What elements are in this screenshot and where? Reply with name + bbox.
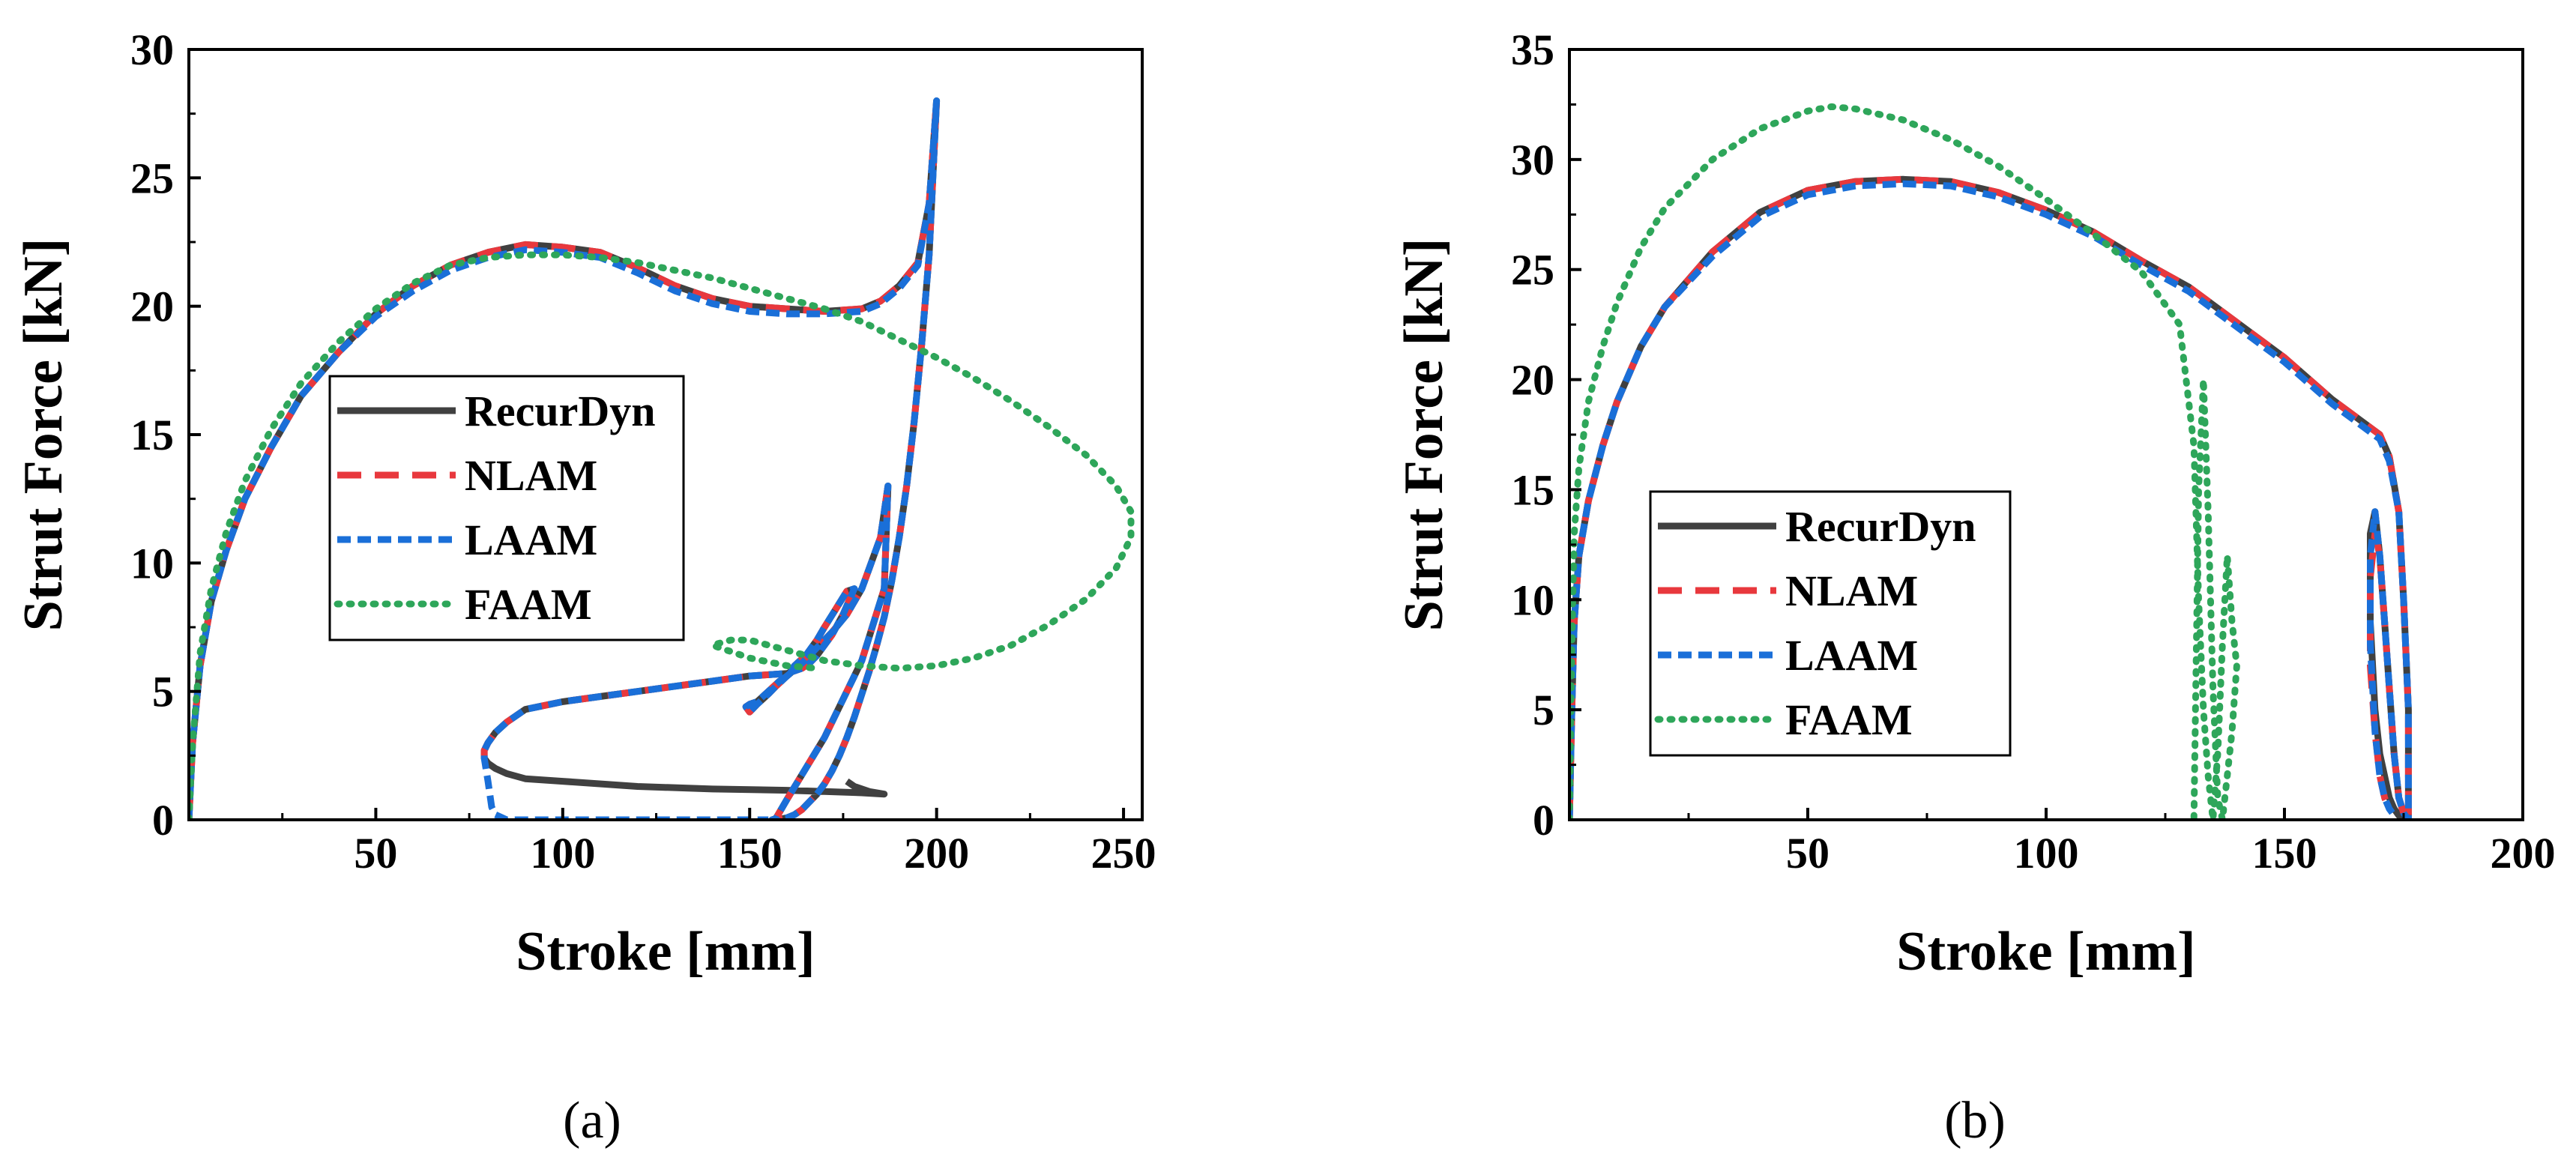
y-tick-label: 0 [1533, 796, 1554, 845]
panel-label: (b) [1944, 1092, 2006, 1150]
chart-panel-b: 50 100 150 200 0 5 10 15 20 25 30 35 Stroke [mm] Stru… [1393, 25, 2556, 1150]
y-tick-label: 15 [130, 411, 174, 459]
y-tick-label: 0 [152, 796, 174, 845]
y-tick-label: 20 [1511, 356, 1554, 405]
y-tick-label: 30 [1511, 136, 1554, 184]
x-axis-title: Stroke [mm] [1896, 921, 2195, 982]
y-tick-label: 10 [1511, 576, 1554, 624]
y-tick-label: 10 [130, 539, 174, 587]
y-tick-label: 30 [130, 25, 174, 74]
x-tick-label: 50 [1786, 829, 1830, 878]
x-axis-title: Stroke [mm] [516, 921, 815, 982]
series-group [1569, 103, 2412, 820]
legend-label-recurdyn: RecurDyn [1785, 502, 1976, 551]
series-line-faam [1569, 103, 2240, 820]
chart-panel-a: 50 100 150 200 250 0 5 10 15 20 25 30 Stroke [mm] Str… [13, 25, 1156, 1150]
x-tick-label: 100 [2014, 829, 2079, 878]
panel-label: (a) [563, 1092, 621, 1150]
legend-label-nlam: NLAM [1785, 567, 1918, 615]
y-tick-label: 5 [152, 668, 174, 716]
series-group [189, 97, 1135, 820]
y-axis-title: Strut Force [kN] [1393, 238, 1455, 632]
y-tick-label: 5 [1533, 686, 1554, 734]
y-tick-label: 25 [130, 154, 174, 202]
legend: RecurDyn NLAM LAAM FAAM [1649, 490, 2012, 757]
series-line-nlam [189, 97, 941, 820]
x-tick-label: 50 [354, 829, 397, 878]
x-tick-label: 200 [2491, 829, 2556, 878]
series-line-faam [189, 251, 1135, 820]
x-tick-label: 200 [904, 829, 969, 878]
x-tick-label: 250 [1091, 829, 1156, 878]
x-tick-label: 150 [717, 829, 782, 878]
y-tick-label: 15 [1511, 465, 1554, 514]
x-tick-label: 100 [530, 829, 595, 878]
legend-label-faam: FAAM [1785, 695, 1913, 744]
legend-box [328, 375, 685, 641]
y-tick-label: 20 [130, 283, 174, 331]
legend-label-laam: LAAM [1785, 631, 1918, 680]
y-tick-label: 35 [1511, 25, 1554, 74]
legend-label-recurdyn: RecurDyn [465, 387, 656, 435]
series-line-laam [1569, 180, 2412, 820]
x-tick-label: 150 [2252, 829, 2317, 878]
legend: RecurDyn NLAM LAAM FAAM [328, 375, 685, 641]
y-axis-title: Strut Force [kN] [13, 238, 74, 632]
series-line-laam [189, 97, 941, 820]
legend-box [1649, 490, 2012, 757]
legend-label-nlam: NLAM [465, 451, 597, 500]
legend-label-laam: LAAM [465, 516, 597, 564]
y-tick-label: 25 [1511, 246, 1554, 294]
legend-label-faam: FAAM [465, 580, 592, 629]
